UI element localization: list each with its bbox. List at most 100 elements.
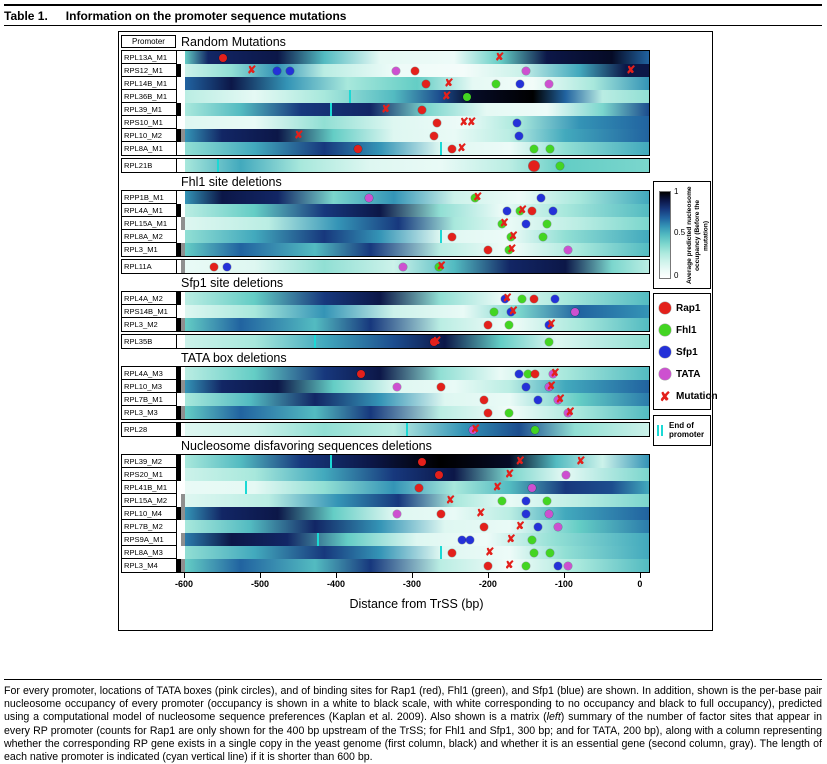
marker-fhl1-dot xyxy=(529,144,538,153)
marker-fhl1-dot xyxy=(463,92,472,101)
mutation-x-icon: ✘ xyxy=(470,423,480,435)
marker-sfp1-dot xyxy=(285,66,294,75)
promoter-row: RPL4A_M2 ✘ xyxy=(122,292,649,305)
marker-tata-dot xyxy=(522,66,531,75)
sfp1-legend-dot xyxy=(659,346,671,358)
marker-rap1-dot xyxy=(429,131,438,140)
marker-fhl1-dot xyxy=(522,561,531,570)
promoter-row: RPL39_M1 ✘ xyxy=(122,103,649,116)
mutation-x-icon: ✘ xyxy=(507,243,517,255)
essential-gene-cell xyxy=(181,455,185,468)
marker-sfp1-dot xyxy=(516,79,525,88)
mutation-x-icon: ✘ xyxy=(504,559,515,571)
marker-tata-dot xyxy=(544,509,553,518)
marker-fhl1-dot xyxy=(538,232,547,241)
promoter-row: RPL36B_M1 ✘ xyxy=(122,90,649,103)
mutation-x-icon: ✘ xyxy=(555,393,565,405)
marker-tata-dot xyxy=(365,193,374,202)
gene-info-matrix xyxy=(177,520,185,533)
promoter-row: RPL3_M1 ✘ xyxy=(122,243,649,256)
nucleosome-occupancy-strip: ✘ xyxy=(185,204,649,217)
mutation-x-icon: ✘ xyxy=(473,191,483,203)
marker-tata-dot xyxy=(563,245,572,254)
gene-info-matrix xyxy=(177,367,185,380)
promoter-row: RPL8A_M3 ✘ xyxy=(122,546,649,559)
promoter-label: RPL10_M3 xyxy=(122,380,177,393)
group-title-band: TATA box deletions xyxy=(121,350,650,366)
mutation-x-icon: ✘ xyxy=(441,90,452,102)
tata-legend-dot xyxy=(659,368,671,380)
mutation-x-icon: ✘ xyxy=(436,260,446,272)
essential-gene-cell xyxy=(181,507,185,520)
marker-fhl1-dot xyxy=(516,206,525,215)
promoter-row: RPP1B_M1 ✘ xyxy=(122,191,649,204)
mutation-x-icon: ✘ xyxy=(294,129,304,141)
gene-info-matrix xyxy=(177,423,185,436)
group-title: Fhl1 site deletions xyxy=(181,175,282,189)
promoter-column-header: Promoter xyxy=(121,35,176,48)
nucleosome-occupancy-strip: ✘ xyxy=(185,191,649,204)
marker-tata-dot xyxy=(391,66,400,75)
marker-sfp1-dot xyxy=(533,395,542,404)
marker-tata-dot xyxy=(554,395,563,404)
essential-gene-cell xyxy=(181,103,185,116)
native-row-box: RPL21B xyxy=(121,158,650,173)
marker-rap1-dot xyxy=(414,483,423,492)
top-rule xyxy=(4,4,822,6)
promoter-row: RPL21B xyxy=(122,159,649,172)
essential-gene-cell xyxy=(181,533,185,546)
marker-fhl1-dot xyxy=(434,262,443,271)
marker-fhl1-dot xyxy=(505,245,514,254)
marker-sfp1-dot xyxy=(544,320,553,329)
single-copy-cell xyxy=(177,533,181,546)
marker-sfp1-dot xyxy=(537,193,546,202)
marker-sfp1-dot xyxy=(457,535,466,544)
marker-tata-dot xyxy=(563,408,572,417)
essential-gene-cell xyxy=(181,494,185,507)
gene-info-matrix xyxy=(177,305,185,318)
group-title: TATA box deletions xyxy=(181,351,287,365)
promoter-row: RPL3_M4 ✘ xyxy=(122,559,649,572)
marker-rap1-dot xyxy=(447,548,456,557)
marker-fhl1-dot xyxy=(543,219,552,228)
marker-rap1-dot xyxy=(356,369,365,378)
marker-tata-dot xyxy=(554,522,563,531)
marker-rap1-dot xyxy=(434,470,443,479)
nucleosome-occupancy-strip: ✘ xyxy=(185,423,649,436)
promoter-label: RPS20_M1 xyxy=(122,468,177,481)
mutant-row-box: RPL4A_M2 ✘ RPS14B_M1 ✘ RPL3_M2 ✘ xyxy=(121,291,650,332)
promoter-label: RPL15A_M2 xyxy=(122,494,177,507)
gene-info-matrix xyxy=(177,159,185,172)
legend-label: Fhl1 xyxy=(676,324,697,336)
native-row-box: RPL28 ✘ xyxy=(121,422,650,437)
single-copy-cell xyxy=(177,204,181,217)
gene-info-matrix xyxy=(177,260,185,273)
mutation-x-icon: ✘ xyxy=(476,507,486,519)
marker-sfp1-dot xyxy=(548,206,557,215)
mutation-x-icon: ✘ xyxy=(432,335,442,347)
promoter-row: RPL4A_M3 ✘ xyxy=(122,367,649,380)
marker-sfp1-dot xyxy=(514,369,523,378)
mutation-x-icon: ✘ xyxy=(457,142,467,154)
promoter-label: RPL39_M2 xyxy=(122,455,177,468)
essential-gene-cell xyxy=(181,318,185,331)
single-copy-cell xyxy=(177,481,181,494)
group-title-band: Promoter Random Mutations xyxy=(121,34,650,50)
x-axis-title: Distance from TrSS (bp) xyxy=(349,597,484,611)
x-axis-tick-label: -400 xyxy=(326,579,345,589)
single-copy-cell xyxy=(177,159,181,172)
promoter-label: RPL7B_M1 xyxy=(122,393,177,406)
marker-fhl1-dot xyxy=(505,320,514,329)
marker-rap1-dot xyxy=(417,457,426,466)
single-copy-cell xyxy=(177,230,181,243)
end-of-promoter-line xyxy=(406,423,409,436)
marker-rap1-dot xyxy=(417,105,426,114)
mutation-x-icon: ✘ xyxy=(466,116,477,128)
marker-sfp1-dot xyxy=(533,522,542,531)
nucleosome-occupancy-strip: ✘ xyxy=(185,559,649,572)
single-copy-cell xyxy=(177,318,181,331)
mutant-row-box: RPL4A_M3 ✘ RPL10_M3 ✘ RPL7B_M1 ✘ RPL3_M3 ✘ xyxy=(121,366,650,420)
mutation-x-icon: ✘ xyxy=(502,292,512,304)
marker-fhl1-dot xyxy=(470,193,479,202)
x-axis-tick xyxy=(259,573,261,578)
